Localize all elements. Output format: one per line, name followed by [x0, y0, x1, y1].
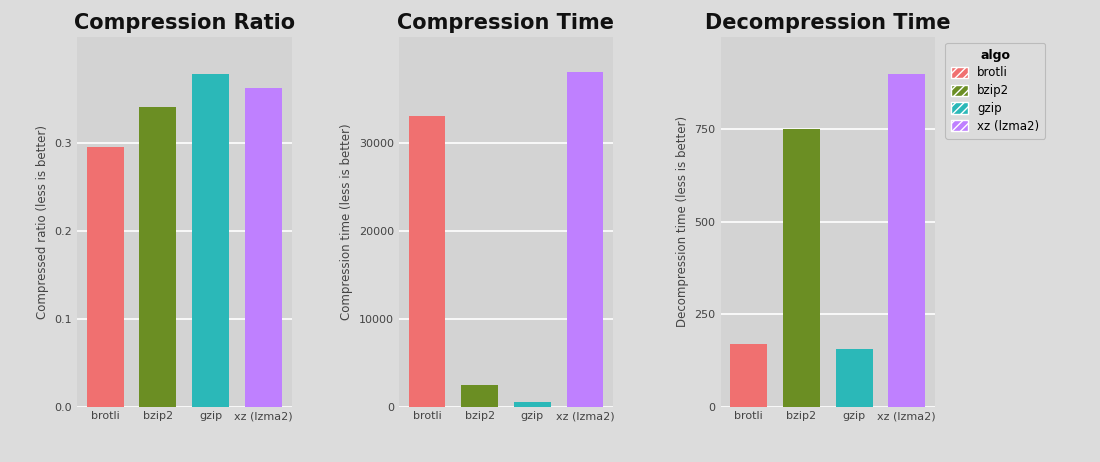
Y-axis label: Decompression time (less is better): Decompression time (less is better)	[676, 116, 689, 327]
Bar	[87, 147, 123, 407]
Bar	[245, 88, 282, 407]
Bar	[140, 107, 176, 407]
Title: Compression Time: Compression Time	[397, 12, 615, 33]
Bar	[783, 129, 820, 407]
Bar	[461, 384, 498, 407]
Y-axis label: Compressed ratio (less is better): Compressed ratio (less is better)	[36, 125, 48, 319]
Bar	[836, 349, 872, 407]
Bar	[408, 116, 446, 407]
Title: Decompression Time: Decompression Time	[705, 12, 950, 33]
Bar	[514, 402, 551, 407]
Bar	[889, 74, 925, 407]
Title: Compression Ratio: Compression Ratio	[74, 12, 295, 33]
Bar	[192, 74, 229, 407]
Bar	[730, 344, 767, 407]
Y-axis label: Compression time (less is better): Compression time (less is better)	[340, 123, 353, 320]
Bar	[566, 72, 604, 407]
Legend: brotli, bzip2, gzip, xz (lzma2): brotli, bzip2, gzip, xz (lzma2)	[945, 43, 1045, 139]
